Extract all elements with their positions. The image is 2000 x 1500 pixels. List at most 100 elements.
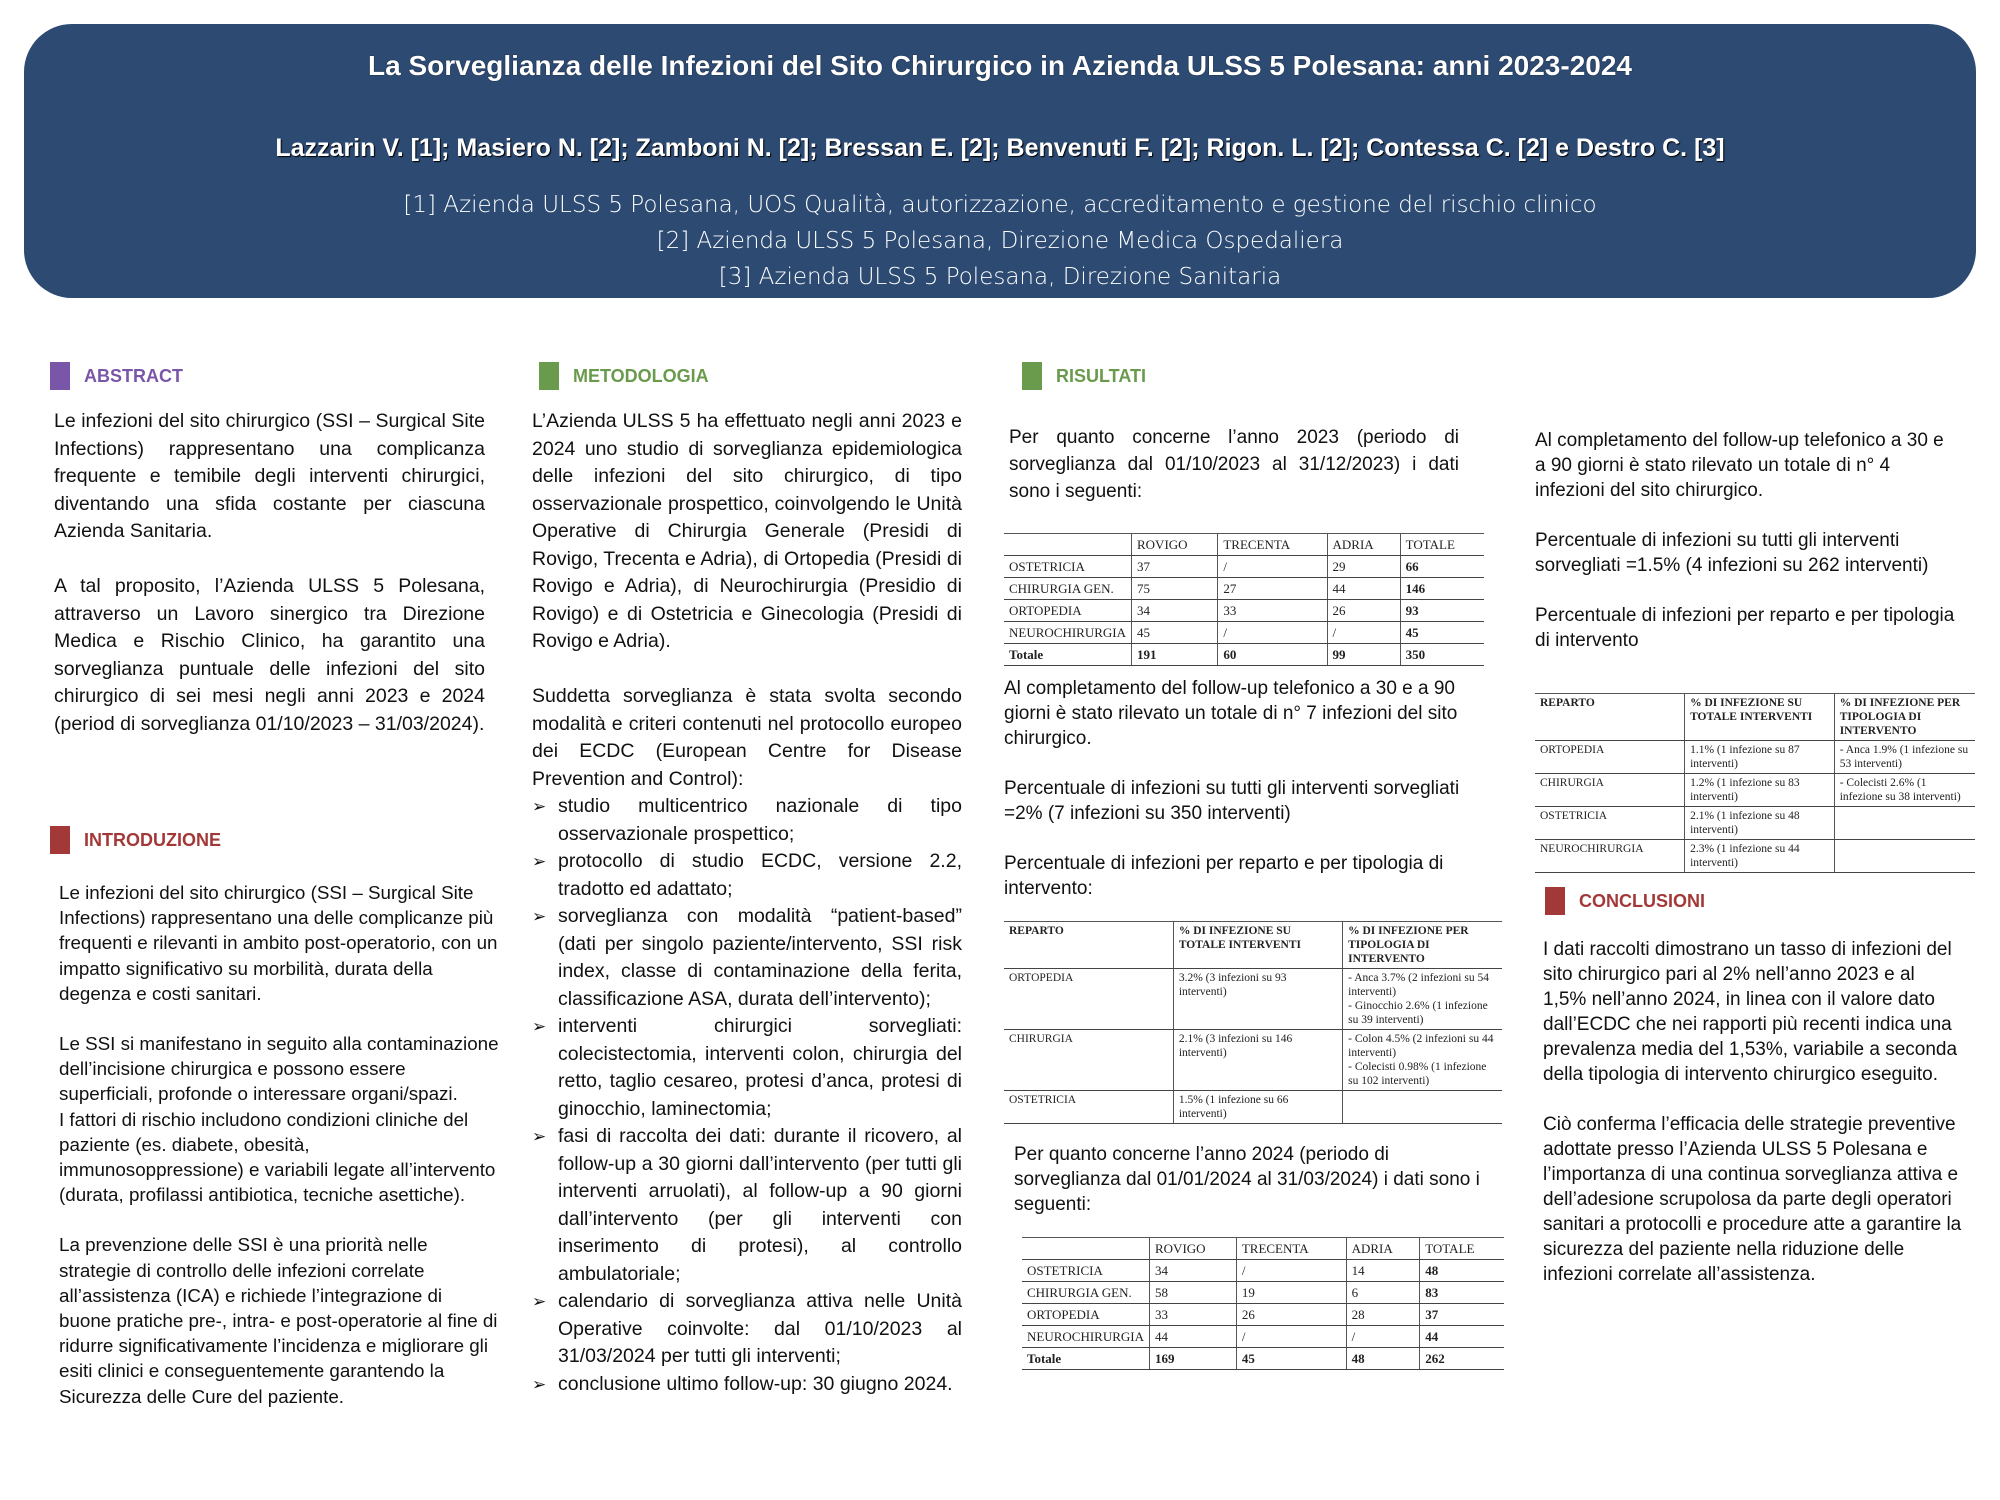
table-row: CHIRURGIA GEN. 75 27 44 146 bbox=[1004, 577, 1484, 600]
column-header: % DI INFEZIONE PER TIPOLOGIA DI INTERVEN… bbox=[1833, 693, 1975, 741]
table-cell: 2.1% (3 infezioni su 146 interventi) bbox=[1172, 1029, 1343, 1091]
table-cell: 3.2% (3 infezioni su 93 interventi) bbox=[1172, 968, 1343, 1030]
paragraph: L’Azienda ULSS 5 ha effettuato negli ann… bbox=[532, 410, 962, 652]
conclusioni-text: I dati raccolti dimostrano un tasso di i… bbox=[1543, 937, 1963, 1315]
cell-line: - Ginocchio 2.6% (1 infezione su 39 inte… bbox=[1348, 1000, 1488, 1026]
table-row: CHIRURGIA GEN. 58 19 6 83 bbox=[1022, 1281, 1504, 1304]
table-cell: / bbox=[1217, 621, 1327, 644]
table-cell: 75 bbox=[1130, 577, 1218, 600]
column-header bbox=[1022, 1237, 1150, 1260]
heading-text: ABSTRACT bbox=[84, 365, 183, 386]
table-cell: 29 bbox=[1326, 555, 1401, 578]
table-cell: 1.5% (1 infezione su 66 interventi) bbox=[1172, 1090, 1343, 1124]
table-cell: 2.1% (1 infezione su 48 interventi) bbox=[1684, 806, 1835, 840]
column-header: TOTALE bbox=[1399, 533, 1484, 556]
table-2024-reparto: REPARTO% DI INFEZIONE SU TOTALE INTERVEN… bbox=[1535, 693, 1975, 873]
column-header: TOTALE bbox=[1419, 1237, 1504, 1260]
table-row: OSTETRICIA 1.5% (1 infezione su 66 interv… bbox=[1004, 1090, 1502, 1124]
table-cell: 66 bbox=[1399, 555, 1484, 578]
table-row: CHIRURGIA 2.1% (3 infezioni su 146 interv… bbox=[1004, 1029, 1502, 1091]
table-cell: - Anca 1.9% (1 infezione su 53 intervent… bbox=[1833, 740, 1975, 774]
table-cell: / bbox=[1217, 555, 1327, 578]
cell-line: - Colecisti 2.6% (1 infezione su 38 inte… bbox=[1839, 777, 1961, 803]
section-marker-icon bbox=[539, 362, 559, 390]
affiliation-2: [2] Azienda ULSS 5 Polesana, Direzione M… bbox=[656, 228, 1344, 254]
table-cell: ORTOPEDIA bbox=[1535, 740, 1685, 774]
table-cell: 28 bbox=[1345, 1303, 1420, 1326]
heading-text: CONCLUSIONI bbox=[1579, 890, 1705, 911]
risultati-column-2024: Al completamento del follow-up telefonic… bbox=[1535, 428, 1975, 1315]
paragraph: Al completamento del follow-up telefonic… bbox=[1535, 430, 1944, 501]
column-header: ROVIGO bbox=[1149, 1237, 1237, 1260]
section-marker-icon bbox=[1545, 887, 1565, 915]
table-header-row: REPARTO% DI INFEZIONE SU TOTALE INTERVEN… bbox=[1535, 693, 1975, 741]
table-cell: OSTETRICIA bbox=[1004, 1090, 1174, 1124]
paragraph: Percentuale di infezioni su tutti gli in… bbox=[1535, 530, 1929, 576]
table-row: CHIRURGIA 1.2% (1 infezione su 83 interve… bbox=[1535, 773, 1975, 807]
section-marker-icon bbox=[50, 362, 70, 390]
table-cell: 34 bbox=[1149, 1259, 1237, 1282]
table-cell: / bbox=[1235, 1259, 1347, 1282]
table-row: ORTOPEDIA 1.1% (1 infezione su 87 interve… bbox=[1535, 740, 1975, 774]
table-cell: 37 bbox=[1419, 1303, 1504, 1326]
list-item: sorveglianza con modalità “patient-based… bbox=[532, 903, 962, 1013]
risultati-2023-intro: Per quanto concerne l’anno 2023 (periodo… bbox=[1009, 427, 1459, 502]
list-item: conclusione ultimo follow-up: 30 giugno … bbox=[532, 1371, 962, 1399]
table-cell: 33 bbox=[1217, 599, 1327, 622]
list-item: interventi chirurgici sorvegliati: colec… bbox=[532, 1013, 962, 1123]
table-cell: 45 bbox=[1130, 621, 1218, 644]
table-cell: ORTOPEDIA bbox=[1004, 968, 1174, 1030]
authors: Lazzarin V. [1]; Masiero N. [2]; Zamboni… bbox=[275, 134, 1725, 162]
table-cell: - Anca 3.7% (2 infezioni su 54 intervent… bbox=[1342, 968, 1502, 1030]
table-cell: 34 bbox=[1130, 599, 1218, 622]
table-cell: Totale bbox=[1004, 643, 1132, 666]
table-header-row: ROVIGO TRECENTA ADRIA TOTALE bbox=[1022, 1237, 1504, 1260]
column-header: % DI INFEZIONE PER TIPOLOGIA DI INTERVEN… bbox=[1342, 921, 1502, 969]
metodologia-text: L’Azienda ULSS 5 ha effettuato negli ann… bbox=[532, 408, 962, 1398]
risultati-2024-intro: Per quanto concerne l’anno 2024 (periodo… bbox=[1014, 1144, 1480, 1215]
table-row: OSTETRICIA 34/14 48 bbox=[1022, 1259, 1504, 1282]
risultati-column-2023: Per quanto concerne l’anno 2023 (periodo… bbox=[1004, 424, 1504, 1370]
table-cell: OSTETRICIA bbox=[1004, 555, 1132, 578]
abstract-heading: ABSTRACT bbox=[50, 362, 183, 390]
table-cell: 45 bbox=[1235, 1347, 1347, 1370]
table-cell: CHIRURGIA GEN. bbox=[1004, 577, 1132, 600]
table-row: OSTETRICIA 2.1% (1 infezione su 48 interv… bbox=[1535, 806, 1975, 840]
table-cell: ORTOPEDIA bbox=[1022, 1303, 1150, 1326]
table-cell bbox=[1833, 839, 1975, 873]
paragraph: Percentuale di infezioni per reparto e p… bbox=[1535, 605, 1955, 651]
table-cell bbox=[1342, 1090, 1502, 1124]
paragraph: Al completamento del follow-up telefonic… bbox=[1004, 678, 1458, 749]
table-row: NEUROCHIRURGIA 2.3% (1 infezione su 44 in… bbox=[1535, 839, 1975, 873]
table-cell: 26 bbox=[1326, 599, 1401, 622]
table-cell: 37 bbox=[1130, 555, 1218, 578]
table-2024-interventi: ROVIGO TRECENTA ADRIA TOTALE OSTETRICIA 34/14… bbox=[1022, 1237, 1504, 1370]
table-cell: 146 bbox=[1399, 577, 1484, 600]
abstract-text: Le infezioni del sito chirurgico (SSI – … bbox=[54, 408, 485, 766]
table-cell: 169 bbox=[1149, 1347, 1237, 1370]
table-cell: CHIRURGIA bbox=[1535, 773, 1685, 807]
table-2023-interventi: ROVIGO TRECENTA ADRIA TOTALE OSTETRICIA 37/29… bbox=[1004, 533, 1484, 666]
column-header: TRECENTA bbox=[1217, 533, 1327, 556]
table-cell: - Colon 4.5% (2 infezioni su 44 interven… bbox=[1342, 1029, 1502, 1091]
table-cell: 58 bbox=[1149, 1281, 1237, 1304]
table-cell: / bbox=[1235, 1325, 1347, 1348]
table-cell: 60 bbox=[1217, 643, 1327, 666]
affiliation-3: [3] Azienda ULSS 5 Polesana, Direzione S… bbox=[718, 264, 1282, 290]
table-cell: 1.1% (1 infezione su 87 interventi) bbox=[1684, 740, 1835, 774]
heading-text: METODOLOGIA bbox=[573, 365, 709, 386]
metodologia-list: studio multicentrico nazionale di tipo o… bbox=[532, 793, 962, 1398]
table-cell: OSTETRICIA bbox=[1535, 806, 1685, 840]
table-header-row: REPARTO% DI INFEZIONE SU TOTALE INTERVEN… bbox=[1004, 921, 1502, 969]
heading-text: RISULTATI bbox=[1056, 365, 1146, 386]
table-cell: ORTOPEDIA bbox=[1004, 599, 1132, 622]
column-header: % DI INFEZIONE SU TOTALE INTERVENTI bbox=[1172, 921, 1343, 969]
introduzione-text: Le infezioni del sito chirurgico (SSI – … bbox=[59, 880, 499, 1436]
table-cell: NEUROCHIRURGIA bbox=[1004, 621, 1132, 644]
table-row: NEUROCHIRURGIA 44//44 bbox=[1022, 1325, 1504, 1348]
section-marker-icon bbox=[1022, 362, 1042, 390]
list-item: calendario di sorveglianza attiva nelle … bbox=[532, 1288, 962, 1371]
table-cell: 26 bbox=[1235, 1303, 1347, 1326]
table-cell: 33 bbox=[1149, 1303, 1237, 1326]
column-header: ADRIA bbox=[1345, 1237, 1420, 1260]
